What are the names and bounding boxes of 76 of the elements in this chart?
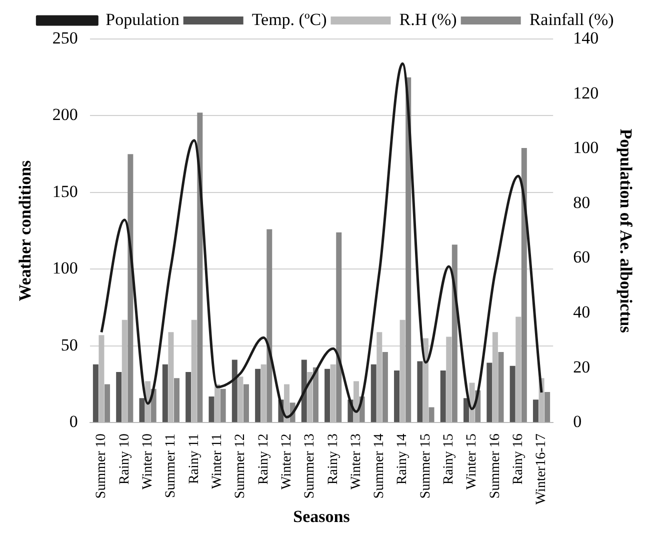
y-tick-label: 150 [52,182,78,201]
x-tick-label: Rainy 11 [186,434,202,484]
bar [486,362,492,422]
y2-tick-label: 40 [573,302,590,322]
bar [197,112,203,422]
x-tick-label: Summer 16 [488,434,503,499]
bar [521,148,527,422]
y-tick-label: 0 [69,412,78,432]
bar [220,388,226,422]
y2-tick-label: 80 [573,192,590,212]
x-tick-label: Summer 15 [418,434,434,499]
bar [498,352,504,422]
bar [428,407,434,422]
y2-tick-label: 100 [573,138,599,158]
line-series [100,62,543,418]
x-tick-label: Winter 12 [279,434,294,490]
x-tick-label: Summer 13 [302,434,318,499]
bar [243,384,249,422]
bar [440,370,446,422]
bar [186,372,192,422]
bar [139,398,145,422]
y2-tick-label: 20 [573,357,590,376]
legend-label: Population [106,10,180,29]
bar [370,364,376,422]
y2-tick-label: 0 [573,412,582,432]
x-tick-label: Rainy 16 [511,434,526,485]
bar [417,361,423,422]
x-tick-label: Rainy 12 [256,434,272,485]
x-tick-label: Winter 15 [464,434,480,490]
x-tick-label: Rainy 14 [395,434,410,485]
y-axis-title: Weather conditions [16,160,35,302]
y2-axis-title: Population of Ae. albopictus [616,128,636,334]
x-tick-label: Winter 11 [210,434,225,489]
x-tick-label: Rainy 15 [442,434,457,485]
bar [174,378,180,422]
x-tick-label: Summer 14 [372,434,388,499]
bar [116,372,122,422]
x-tick-label: Summer 11 [164,434,179,498]
bar [104,384,110,422]
bar [510,366,516,422]
y-tick-label: 250 [52,28,78,48]
legend-label: Temp. (ºC) [252,10,327,29]
bar [336,232,342,422]
bar [266,229,272,422]
bar [92,364,98,422]
x-tick-label: Summer 12 [233,434,248,499]
bar [406,77,412,422]
bar [394,370,400,422]
bar [312,367,318,422]
y-tick-label: 50 [60,335,78,354]
y2-tick-label: 60 [573,248,590,267]
x-tick-label: Winter 13 [348,434,364,490]
bar [544,392,550,422]
y-tick-label: 100 [52,258,78,278]
x-tick-label: Rainy 10 [117,434,132,485]
y2-tick-label: 120 [573,83,599,102]
bar [452,244,458,422]
x-tick-label: Summer 10 [94,434,110,499]
bar [382,352,388,422]
bar [208,396,214,422]
x-tick-label: Winter 10 [140,434,156,490]
bar [162,364,168,422]
x-tick-label: Winter16-17 [534,434,550,505]
bar [128,154,134,422]
x-tick-label: Rainy 13 [326,434,341,485]
x-axis-title: Seasons [293,507,350,526]
bar [532,400,538,422]
legend-label: Rainfall (%) [529,10,614,29]
bar [464,398,469,422]
legend-label: R.H (%) [399,10,457,29]
bar [255,368,261,422]
bar [232,360,238,422]
y-tick-label: 200 [52,105,78,124]
y2-tick-label: 140 [573,28,599,48]
bar [324,368,330,422]
bar [301,360,307,422]
